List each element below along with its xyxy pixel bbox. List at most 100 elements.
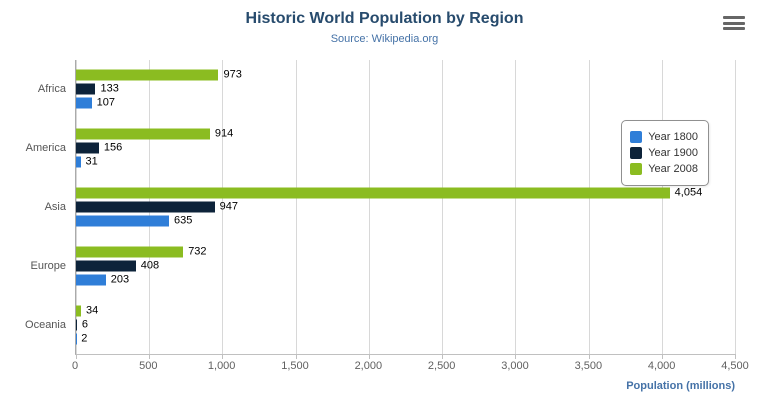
bar-group-europe: Europe 732 408 203 bbox=[31, 236, 735, 295]
bar-year-1800-america[interactable] bbox=[76, 156, 81, 168]
bar-line: 31 bbox=[76, 155, 735, 168]
bars-block: 973 133 107 bbox=[76, 67, 735, 112]
legend-swatch bbox=[630, 131, 643, 143]
chart-title: Historic World Population by Region bbox=[245, 10, 524, 27]
x-axis-title: Population (millions) bbox=[626, 380, 735, 392]
category-label-europe: Europe bbox=[30, 259, 66, 272]
gridline bbox=[222, 60, 224, 354]
legend-item-year-1800[interactable]: Year 1800 bbox=[630, 131, 698, 143]
tick-mark bbox=[368, 354, 370, 359]
hamburger-bar bbox=[723, 16, 745, 19]
tick-mark bbox=[515, 354, 517, 359]
bar-line: 635 bbox=[76, 214, 735, 227]
x-tick-label: 4,000 bbox=[647, 360, 676, 372]
bar-year-1800-africa[interactable] bbox=[76, 97, 92, 109]
x-tick-label: 0 bbox=[71, 360, 79, 372]
bar-value-label: 973 bbox=[223, 68, 242, 81]
bars-block: 732 408 203 bbox=[76, 243, 735, 288]
bar-value-label: 635 bbox=[173, 214, 193, 227]
bar-year-2008-asia[interactable] bbox=[76, 187, 670, 199]
tick-mark bbox=[735, 354, 736, 359]
bar-year-1900-europe[interactable] bbox=[76, 260, 136, 272]
bar-group-africa: Africa 973 133 107 bbox=[38, 60, 735, 119]
bar-line: 133 bbox=[76, 82, 735, 95]
gridline bbox=[588, 60, 590, 354]
bar-group-america: America 914 156 31 bbox=[26, 119, 735, 178]
legend-item-year-2008[interactable]: Year 2008 bbox=[630, 163, 698, 175]
bar-value-label: 107 bbox=[96, 96, 116, 109]
bar-line: 732 bbox=[76, 245, 735, 258]
bar-group-oceania: Oceania 34 6 2 bbox=[25, 295, 735, 354]
bar-value-label: 732 bbox=[188, 245, 207, 258]
x-tick-label: 3,500 bbox=[574, 360, 603, 372]
bar-year-2008-america[interactable] bbox=[76, 128, 210, 140]
x-tick-label: 2,000 bbox=[354, 360, 383, 372]
bar-value-label: 34 bbox=[85, 304, 99, 317]
bars-block: 914 156 31 bbox=[76, 126, 735, 171]
legend-item-label: Year 1800 bbox=[648, 131, 698, 143]
bar-line: 2 bbox=[76, 332, 735, 345]
category-label-asia: Asia bbox=[44, 200, 66, 213]
chart-subtitle: Source: Wikipedia.org bbox=[330, 33, 439, 45]
bar-line: 973 bbox=[76, 68, 735, 81]
tick-mark bbox=[149, 354, 151, 359]
bar-line: 4,054 bbox=[76, 186, 735, 199]
bar-year-2008-europe[interactable] bbox=[76, 246, 184, 258]
category-label-america: America bbox=[25, 142, 66, 155]
bar-line: 107 bbox=[76, 96, 735, 109]
gridline bbox=[735, 60, 736, 354]
bar-value-label: 31 bbox=[85, 155, 98, 168]
bar-year-2008-oceania[interactable] bbox=[76, 305, 81, 317]
gridline bbox=[295, 60, 297, 354]
plot-area: Africa 973 133 107 America 914 156 31 Asia 4,054 9… bbox=[25, 60, 736, 359]
legend-item-label: Year 2008 bbox=[648, 163, 698, 175]
legend-swatch bbox=[630, 147, 643, 159]
bar-year-1900-africa[interactable] bbox=[76, 83, 96, 95]
legend-item-label: Year 1900 bbox=[648, 147, 698, 159]
bar-value-label: 203 bbox=[110, 273, 130, 286]
category-label-africa: Africa bbox=[37, 83, 66, 96]
bar-line: 947 bbox=[76, 201, 735, 213]
bar-value-label: 4,054 bbox=[674, 186, 703, 199]
bar-value-label: 6 bbox=[81, 318, 88, 331]
tick-mark bbox=[295, 354, 297, 359]
x-tick-label: 1,000 bbox=[207, 360, 236, 372]
gridline bbox=[442, 60, 444, 354]
bar-line: 203 bbox=[76, 273, 735, 286]
category-label-oceania: Oceania bbox=[25, 318, 66, 331]
bar-year-1800-asia[interactable] bbox=[76, 215, 169, 227]
bar-value-label: 914 bbox=[214, 127, 234, 140]
legend-item-year-1900[interactable]: Year 1900 bbox=[630, 147, 698, 159]
bar-value-label: 156 bbox=[103, 141, 123, 154]
bar-value-label: 133 bbox=[100, 82, 119, 95]
gridline bbox=[515, 60, 517, 354]
x-tick-label: 2,500 bbox=[427, 360, 456, 372]
bar-year-2008-africa[interactable] bbox=[76, 69, 219, 81]
tick-mark bbox=[661, 354, 663, 359]
tick-mark bbox=[222, 354, 224, 359]
bar-year-1900-asia[interactable] bbox=[76, 201, 215, 213]
x-tick-label: 1,500 bbox=[281, 360, 309, 372]
hamburger-icon[interactable] bbox=[723, 14, 745, 32]
x-tick-label: 500 bbox=[139, 360, 158, 372]
bars-block: 4,054 947 635 bbox=[76, 184, 735, 229]
bar-year-1800-europe[interactable] bbox=[76, 274, 106, 286]
bar-line: 34 bbox=[76, 304, 735, 317]
legend: Year 1800 Year 1900 Year 2008 bbox=[621, 120, 709, 186]
x-axis-labels: 0 500 1,000 1,500 2,000 2,500 3,000 3,500 4,000 4… bbox=[71, 360, 749, 374]
tick-mark bbox=[442, 354, 444, 359]
bar-line: 156 bbox=[76, 141, 735, 154]
bars-block: 34 6 2 bbox=[76, 302, 735, 347]
bar-line: 6 bbox=[76, 318, 735, 331]
hamburger-bar bbox=[723, 27, 745, 30]
bar-year-1900-america[interactable] bbox=[76, 142, 99, 154]
x-tick-label: 3,000 bbox=[501, 360, 529, 372]
bar-line: 914 bbox=[76, 127, 735, 140]
bar-value-label: 2 bbox=[81, 332, 88, 345]
hamburger-bar bbox=[723, 21, 745, 25]
gridline bbox=[661, 60, 663, 354]
bar-year-1900-oceania[interactable] bbox=[76, 319, 77, 331]
tick-mark bbox=[588, 354, 590, 359]
bar-group-asia: Asia 4,054 947 635 bbox=[45, 178, 735, 237]
